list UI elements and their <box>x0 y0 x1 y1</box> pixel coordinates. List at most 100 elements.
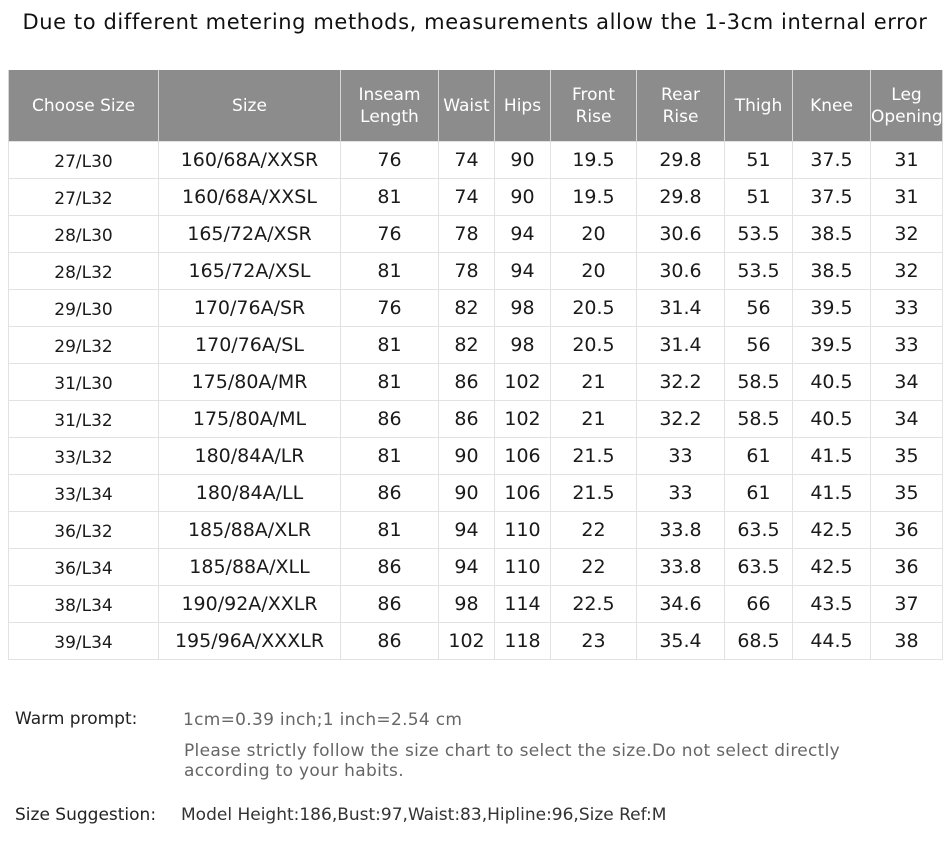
size-code-cell: 180/84A/LR <box>158 437 341 475</box>
measurement-cell: 66 <box>724 585 793 623</box>
measurement-cell: 39.5 <box>792 289 871 327</box>
column-header: Size <box>158 70 341 142</box>
measurement-cell: 76 <box>340 289 439 327</box>
measurement-cell: 61 <box>724 474 793 512</box>
measurement-cell: 94 <box>494 215 551 253</box>
measurement-cell: 61 <box>724 437 793 475</box>
measurement-cell: 58.5 <box>724 400 793 438</box>
column-header: Hips <box>494 70 551 142</box>
measurement-cell: 90 <box>494 178 551 216</box>
measurement-cell: 31 <box>870 178 943 216</box>
column-header-line: Leg <box>891 84 922 105</box>
measurement-cell: 35.4 <box>636 622 725 660</box>
measurement-cell: 38.5 <box>792 252 871 290</box>
column-header: Inseam Length <box>340 70 439 142</box>
choose-size-cell: 28/L32 <box>8 252 159 290</box>
measurement-cell: 21 <box>550 400 637 438</box>
column-header: Knee <box>792 70 871 142</box>
column-header: Rear Rise <box>636 70 725 142</box>
measurement-cell: 86 <box>438 400 495 438</box>
column-header-line: Knee <box>810 95 853 116</box>
measurement-cell: 19.5 <box>550 141 637 179</box>
size-code-cell: 185/88A/XLR <box>158 511 341 549</box>
table-row: 33/L34 180/84A/LL 86 90 106 21.5 33 61 41.5 35 <box>8 474 943 512</box>
measurement-cell: 32.2 <box>636 363 725 401</box>
measurement-cell: 81 <box>340 326 439 364</box>
measurement-cell: 110 <box>494 511 551 549</box>
size-code-cell: 180/84A/LL <box>158 474 341 512</box>
size-code-cell: 165/72A/XSL <box>158 252 341 290</box>
column-header-line: Rear <box>661 84 700 105</box>
warm-prompt-label: Warm prompt: <box>15 709 138 729</box>
measurement-cell: 90 <box>494 141 551 179</box>
measurement-cell: 63.5 <box>724 511 793 549</box>
measurement-cell: 21.5 <box>550 437 637 475</box>
measurement-cell: 35 <box>870 437 943 475</box>
measurement-cell: 74 <box>438 141 495 179</box>
measurement-cell: 40.5 <box>792 363 871 401</box>
measurement-cell: 21.5 <box>550 474 637 512</box>
column-header-line: Hips <box>503 95 542 116</box>
measurement-cell: 82 <box>438 326 495 364</box>
table-row: 28/L30 165/72A/XSR 76 78 94 20 30.6 53.5 38.5 32 <box>8 215 943 253</box>
measurement-cell: 31.4 <box>636 326 725 364</box>
measurement-cell: 20 <box>550 252 637 290</box>
column-header: Choose Size <box>8 70 159 142</box>
measurement-cell: 23 <box>550 622 637 660</box>
column-header-line: Inseam <box>358 84 421 105</box>
measurement-cell: 94 <box>438 548 495 586</box>
measurement-cell: 86 <box>340 622 439 660</box>
measurement-cell: 56 <box>724 326 793 364</box>
size-suggestion-text: Model Height:186,Bust:97,Waist:83,Hiplin… <box>181 805 667 825</box>
measurement-cell: 86 <box>340 585 439 623</box>
column-header-line: Waist <box>443 95 490 116</box>
measurement-cell: 51 <box>724 178 793 216</box>
size-chart-table: Choose Size Size Inseam Length Waist Hips Fron… <box>8 70 943 660</box>
measurement-cell: 82 <box>438 289 495 327</box>
measurement-cell: 36 <box>870 548 943 586</box>
column-header: Waist <box>438 70 495 142</box>
measurement-cell: 32 <box>870 252 943 290</box>
choose-size-cell: 28/L30 <box>8 215 159 253</box>
measurement-cell: 51 <box>724 141 793 179</box>
measurement-cell: 41.5 <box>792 437 871 475</box>
measurement-cell: 81 <box>340 363 439 401</box>
measurement-cell: 31 <box>870 141 943 179</box>
column-header-line: Front <box>572 84 615 105</box>
measurement-cell: 81 <box>340 437 439 475</box>
column-header-line: Size <box>232 95 267 116</box>
measurement-cell: 43.5 <box>792 585 871 623</box>
measurement-cell: 90 <box>438 437 495 475</box>
measurement-cell: 21 <box>550 363 637 401</box>
measurement-cell: 37.5 <box>792 178 871 216</box>
measurement-cell: 42.5 <box>792 548 871 586</box>
measurement-cell: 34 <box>870 400 943 438</box>
choose-size-cell: 29/L30 <box>8 289 159 327</box>
measurement-cell: 94 <box>438 511 495 549</box>
size-code-cell: 170/76A/SL <box>158 326 341 364</box>
measurement-cell: 56 <box>724 289 793 327</box>
table-row: 38/L34 190/92A/XXLR 86 98 114 22.5 34.6 66 43.5 3… <box>8 585 943 623</box>
size-code-cell: 175/80A/MR <box>158 363 341 401</box>
measurement-cell: 58.5 <box>724 363 793 401</box>
column-header-line: Choose Size <box>31 95 136 116</box>
size-code-cell: 190/92A/XXLR <box>158 585 341 623</box>
table-header-row: Choose Size Size Inseam Length Waist Hips Fron… <box>8 70 943 142</box>
measurement-cell: 110 <box>494 548 551 586</box>
measurement-cell: 106 <box>494 474 551 512</box>
measurement-cell: 31.4 <box>636 289 725 327</box>
column-header-line: Thigh <box>734 95 783 116</box>
measurement-cell: 94 <box>494 252 551 290</box>
table-row: 28/L32 165/72A/XSL 81 78 94 20 30.6 53.5 38.5 32 <box>8 252 943 290</box>
measurement-cell: 106 <box>494 437 551 475</box>
measurement-cell: 74 <box>438 178 495 216</box>
measurement-cell: 38.5 <box>792 215 871 253</box>
measurement-cell: 29.8 <box>636 141 725 179</box>
choose-size-cell: 33/L34 <box>8 474 159 512</box>
size-code-cell: 165/72A/XSR <box>158 215 341 253</box>
choose-size-cell: 33/L32 <box>8 437 159 475</box>
measurement-cell: 34 <box>870 363 943 401</box>
measurement-cell: 33 <box>870 289 943 327</box>
column-header: Thigh <box>724 70 793 142</box>
column-header: Front Rise <box>550 70 637 142</box>
